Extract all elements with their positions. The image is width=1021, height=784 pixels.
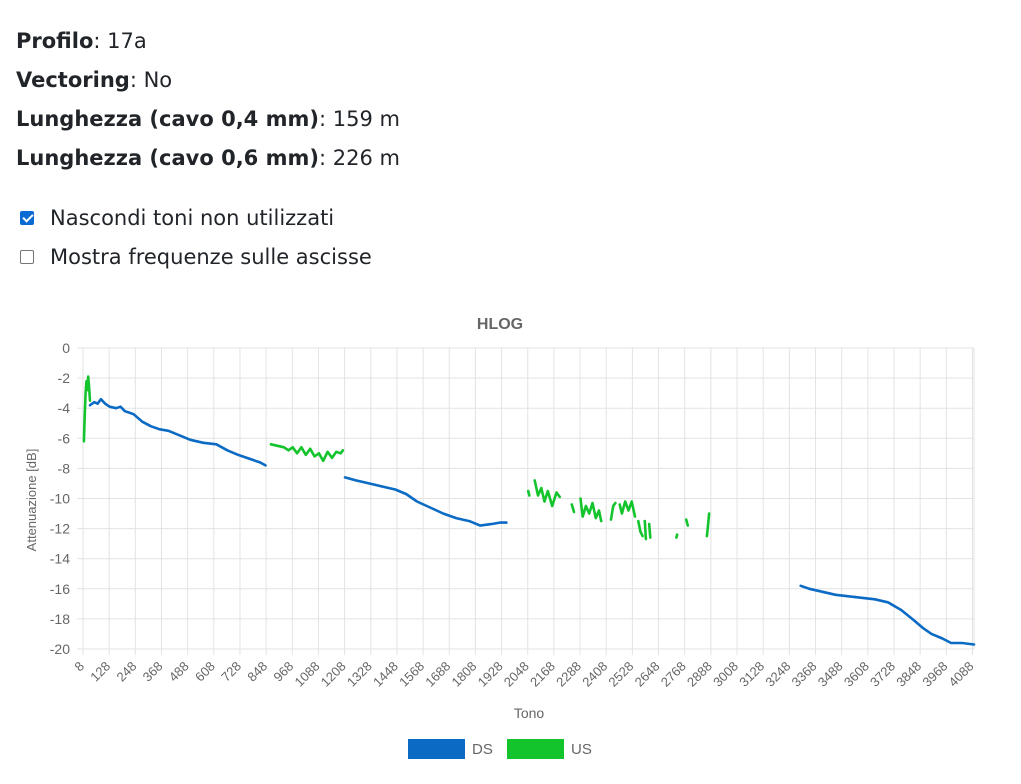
y-tick-label: -8 [58, 460, 71, 476]
x-tick-label: 1808 [448, 659, 479, 690]
series-us-line [643, 519, 648, 541]
series-us-line [618, 500, 637, 518]
chart-series [82, 375, 976, 646]
x-tick-label: 1088 [292, 659, 323, 690]
length-04-value: 159 m [332, 107, 400, 131]
vectoring-label: Vectoring [16, 68, 130, 92]
y-tick-label: -14 [50, 551, 70, 567]
length-06-value: 226 m [332, 146, 400, 170]
profile-row: Profilo: 17a [16, 29, 147, 53]
series-us-line [269, 443, 345, 463]
profile-label: Profilo [16, 29, 94, 53]
x-tick-label: 1688 [422, 659, 453, 690]
x-tick-label: 3128 [736, 659, 767, 690]
profile-value: 17a [107, 29, 147, 53]
y-tick-label: -16 [50, 581, 70, 597]
length-06-label: Lunghezza (cavo 0,6 mm) [16, 146, 319, 170]
series-us-line [579, 497, 603, 523]
chart-legend: DS US [408, 739, 592, 759]
y-tick-label: 0 [62, 340, 70, 356]
y-tick-label: -10 [50, 491, 70, 507]
y-tick-label: -12 [50, 521, 70, 537]
chart-title: HLOG [477, 316, 523, 333]
line-info: Profilo: 17a Vectoring: No Lunghezza (ca… [16, 22, 400, 178]
hide-unused-option[interactable]: Nascondi toni non utilizzati [20, 198, 372, 237]
series-us-line [675, 533, 679, 539]
y-tick-label: -4 [58, 400, 71, 416]
x-axis-label: Tono [514, 705, 545, 721]
series-ds-line [343, 476, 508, 527]
series-us-line [637, 519, 644, 538]
vectoring-value: No [143, 68, 173, 92]
series-us-line [609, 501, 617, 521]
x-tick-label: 1928 [475, 659, 506, 690]
series-ds-line [88, 397, 267, 467]
y-tick-label: -18 [50, 611, 70, 627]
y-tick-label: -6 [58, 430, 71, 446]
vectoring-row: Vectoring: No [16, 68, 173, 92]
legend-swatch-ds[interactable] [408, 739, 465, 759]
x-tick-label: 3848 [893, 659, 924, 690]
chart-options: Nascondi toni non utilizzati Mostra freq… [20, 198, 372, 276]
x-tick-label: 2168 [527, 659, 558, 690]
x-tick-label: 3248 [762, 659, 793, 690]
x-tick-label: 2648 [632, 659, 663, 690]
x-tick-label: 1568 [396, 659, 427, 690]
show-frequency-option[interactable]: Mostra frequenze sulle ascisse [20, 237, 372, 276]
chart-grid [77, 347, 975, 655]
x-tick-label: 1328 [344, 659, 375, 690]
x-tick-label: 2528 [605, 659, 636, 690]
series-ds-line [799, 584, 976, 646]
x-tick-label: 1208 [318, 659, 349, 690]
length-06-row: Lunghezza (cavo 0,6 mm): 226 m [16, 146, 400, 170]
series-us-line [647, 522, 652, 539]
x-tick-label: 1448 [370, 659, 401, 690]
series-us-line [684, 518, 690, 527]
x-tick-label: 3488 [815, 659, 846, 690]
x-tick-label: 2888 [684, 659, 715, 690]
legend-swatch-us[interactable] [507, 739, 564, 759]
x-tick-label: 3728 [867, 659, 898, 690]
show-frequency-label[interactable]: Mostra frequenze sulle ascisse [50, 244, 372, 269]
y-tick-label: -2 [58, 370, 71, 386]
x-tick-label: 608 [192, 659, 218, 685]
series-us-line [526, 489, 531, 497]
series-us-line [705, 512, 711, 538]
series-us-line [570, 503, 576, 514]
legend-label-ds[interactable]: DS [472, 741, 493, 758]
x-tick-label: 8 [71, 659, 87, 675]
x-tick-label: 3368 [789, 659, 820, 690]
series-us-line [533, 479, 562, 508]
x-tick-label: 3008 [710, 659, 741, 690]
series-us-line [82, 375, 92, 443]
show-frequency-checkbox[interactable] [20, 249, 34, 264]
y-axis-label: Attenuazione [dB] [24, 449, 39, 552]
hide-unused-label[interactable]: Nascondi toni non utilizzati [50, 205, 335, 230]
x-tick-label: 248 [113, 659, 139, 685]
length-04-label: Lunghezza (cavo 0,4 mm) [16, 107, 319, 131]
y-tick-label: -20 [50, 641, 70, 657]
x-tick-label: 368 [140, 659, 166, 685]
x-tick-label: 2288 [553, 659, 584, 690]
x-tick-label: 848 [244, 659, 270, 685]
hlog-chart: HLOG 0 -2 -4 -6 -8 -10 -12 -14 -16 -18 -20 8 128 248… [24, 316, 977, 759]
x-tick-label: 2048 [501, 659, 532, 690]
length-04-row: Lunghezza (cavo 0,4 mm): 159 m [16, 107, 400, 131]
x-tick-label: 2768 [658, 659, 689, 690]
y-axis-ticks: 0 -2 -4 -6 -8 -10 -12 -14 -16 -18 -20 [50, 340, 70, 657]
x-tick-label: 4088 [946, 659, 977, 690]
x-axis-ticks: 8 128 248 368 488 608 728 848 968108812081328144… [71, 659, 976, 690]
x-tick-label: 2408 [579, 659, 610, 690]
x-tick-label: 728 [218, 659, 244, 685]
legend-label-us[interactable]: US [571, 741, 592, 758]
x-tick-label: 3608 [841, 659, 872, 690]
x-tick-label: 3968 [919, 659, 950, 690]
hide-unused-checkbox[interactable] [20, 210, 34, 225]
x-tick-label: 488 [166, 659, 192, 685]
x-tick-label: 128 [87, 659, 113, 685]
